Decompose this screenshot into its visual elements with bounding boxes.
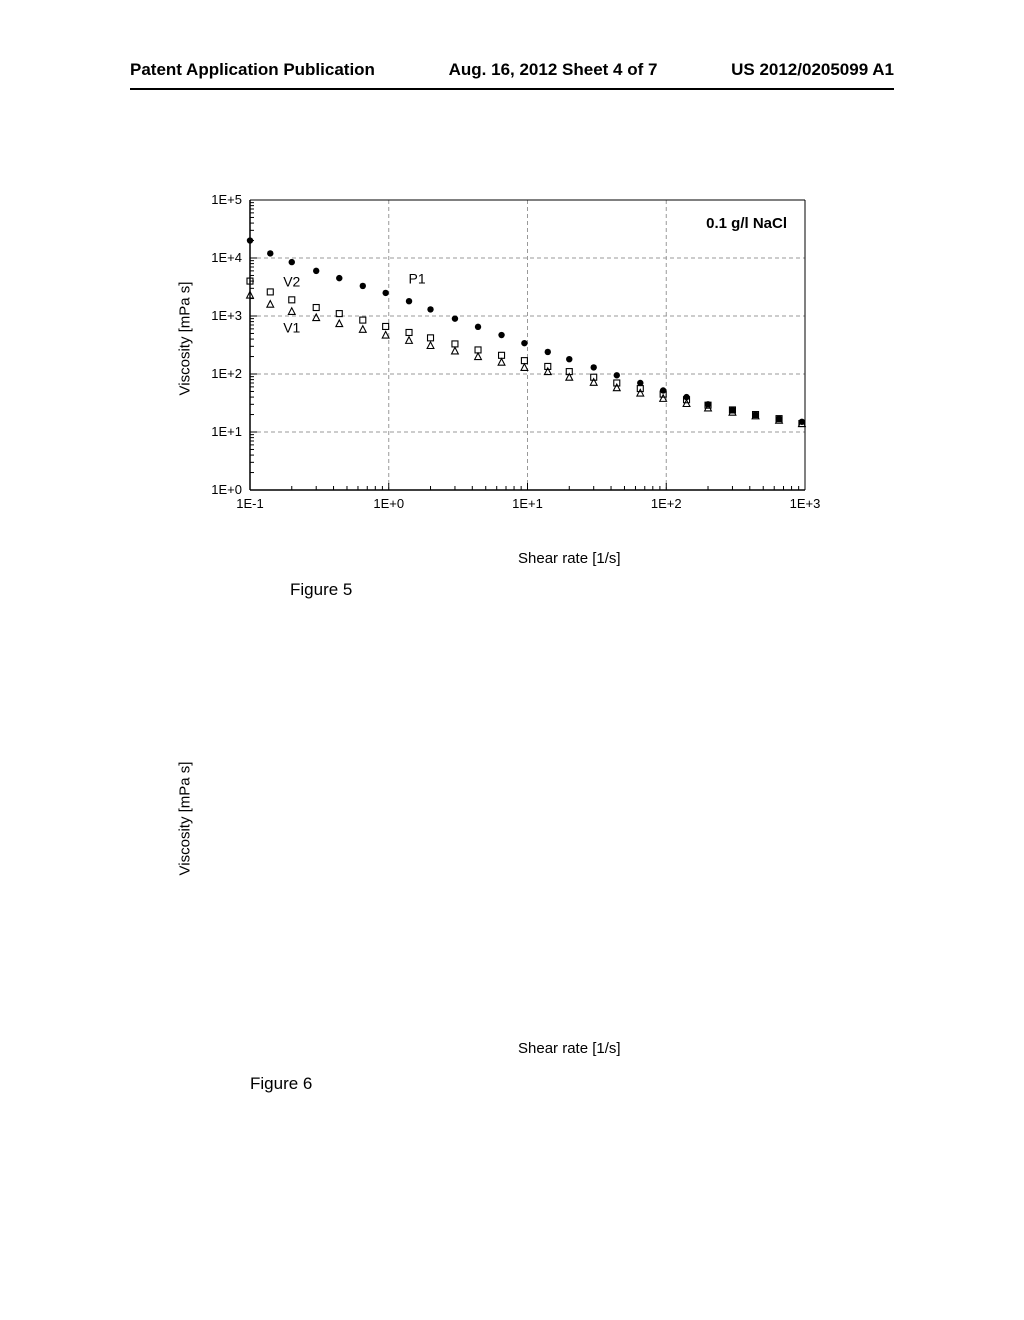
header-center: Aug. 16, 2012 Sheet 4 of 7 [449,60,658,80]
svg-text:1E+1: 1E+1 [512,496,543,511]
svg-text:1E+1: 1E+1 [211,424,242,439]
chart2 [200,670,820,1010]
chart2-ylabel: Viscosity [mPa s] [176,762,193,876]
svg-text:1E+2: 1E+2 [211,366,242,381]
svg-text:V2: V2 [283,274,300,290]
svg-text:0.1 g/l NaCl: 0.1 g/l NaCl [706,215,787,232]
svg-text:P1: P1 [409,271,426,287]
chart1-xlabel: Shear rate [1/s] [518,550,621,567]
figure6-caption: Figure 6 [250,1074,312,1094]
svg-text:1E-1: 1E-1 [236,496,263,511]
svg-text:V1: V1 [283,319,300,335]
page-header: Patent Application Publication Aug. 16, … [0,60,1024,80]
chart2-xlabel: Shear rate [1/s] [518,1040,621,1057]
figure5-caption: Figure 5 [290,580,352,600]
svg-text:1E+4: 1E+4 [211,250,242,265]
chart2-svg [200,670,820,1010]
chart1-svg: 1E+01E+11E+21E+31E+41E+51E-11E+01E+11E+2… [200,190,820,530]
header-rule [130,88,894,90]
chart1-ylabel: Viscosity [mPa s] [176,282,193,396]
svg-text:1E+5: 1E+5 [211,192,242,207]
svg-text:1E+0: 1E+0 [211,482,242,497]
svg-text:1E+3: 1E+3 [211,308,242,323]
header-left: Patent Application Publication [130,60,375,80]
svg-text:1E+0: 1E+0 [373,496,404,511]
header-right: US 2012/0205099 A1 [731,60,894,80]
svg-text:1E+3: 1E+3 [790,496,820,511]
chart1: 1E+01E+11E+21E+31E+41E+51E-11E+01E+11E+2… [200,190,820,530]
page: Patent Application Publication Aug. 16, … [0,0,1024,1320]
svg-text:1E+2: 1E+2 [651,496,682,511]
